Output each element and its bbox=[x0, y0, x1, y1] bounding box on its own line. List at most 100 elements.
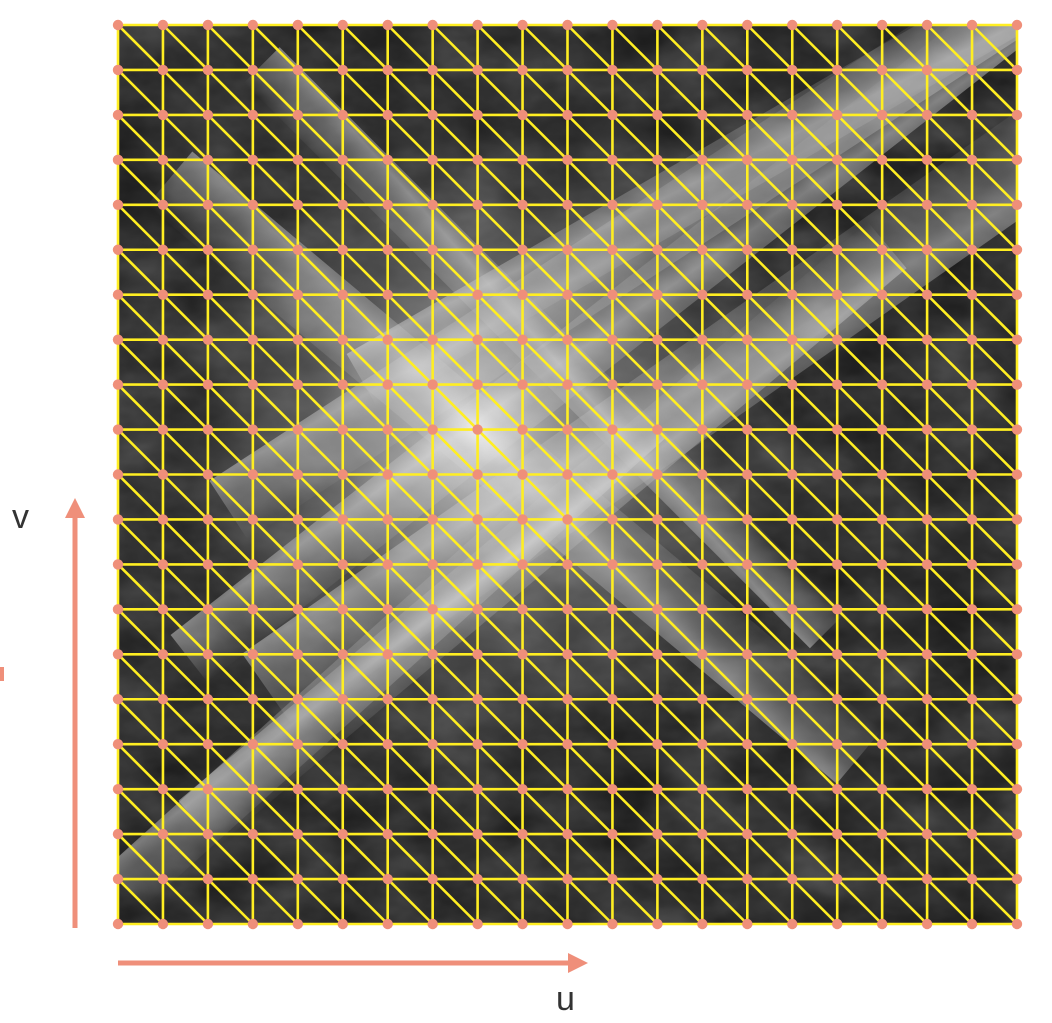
mesh-vertex bbox=[607, 424, 618, 435]
mesh-vertex bbox=[112, 154, 124, 166]
mesh-edge-diagonal bbox=[656, 563, 704, 611]
mesh-vertex bbox=[247, 514, 259, 525]
mesh-vertex bbox=[382, 828, 393, 840]
mesh-edge-diagonal bbox=[117, 608, 164, 656]
mesh-edge-diagonal bbox=[656, 518, 704, 566]
mesh-edge-diagonal bbox=[971, 293, 1018, 341]
mesh-edge-diagonal bbox=[476, 203, 524, 251]
mesh-vertex bbox=[1011, 918, 1023, 930]
mesh-vertex bbox=[472, 469, 483, 480]
mesh-vertex bbox=[382, 604, 393, 615]
mesh-vertex bbox=[1011, 379, 1023, 390]
mesh-edge-diagonal bbox=[206, 428, 254, 476]
mesh-vertex bbox=[921, 424, 933, 435]
mesh-vertex bbox=[697, 873, 708, 885]
mesh-edge-diagonal bbox=[746, 293, 794, 341]
mesh-edge-diagonal bbox=[341, 653, 389, 701]
mesh-vertex bbox=[337, 918, 348, 930]
mesh-vertex bbox=[966, 154, 978, 166]
mesh-vertex bbox=[876, 739, 888, 750]
mesh-vertex bbox=[562, 334, 573, 345]
mesh-edge-diagonal bbox=[611, 69, 659, 116]
mesh-vertex bbox=[607, 828, 618, 840]
mesh-vertex bbox=[652, 64, 663, 76]
mesh-edge-diagonal bbox=[926, 338, 973, 386]
mesh-edge-diagonal bbox=[341, 24, 389, 71]
mesh-edge-diagonal bbox=[746, 383, 794, 431]
mesh-edge-diagonal bbox=[206, 383, 254, 431]
mesh-edge-diagonal bbox=[926, 833, 973, 880]
mesh-vertex bbox=[157, 783, 169, 795]
mesh-edge-diagonal bbox=[341, 428, 389, 476]
mesh-vertex bbox=[832, 199, 843, 210]
mesh-edge-diagonal bbox=[926, 24, 973, 71]
mesh-vertex bbox=[921, 334, 933, 345]
mesh-vertex bbox=[517, 649, 528, 660]
mesh-vertex bbox=[921, 109, 933, 121]
mesh-edge-diagonal bbox=[296, 833, 344, 880]
mesh-edge-diagonal bbox=[836, 833, 884, 880]
mesh-vertex bbox=[652, 289, 663, 300]
mesh-vertex bbox=[921, 783, 933, 795]
mesh-vertex bbox=[112, 604, 124, 615]
mesh-edge-diagonal bbox=[836, 113, 884, 161]
mesh-vertex bbox=[202, 828, 214, 840]
mesh-vertex bbox=[202, 424, 214, 435]
mesh-edge-diagonal bbox=[566, 338, 614, 386]
mesh-edge-diagonal bbox=[701, 248, 749, 296]
mesh-edge-diagonal bbox=[926, 158, 973, 206]
mesh-vertex bbox=[292, 289, 303, 300]
mesh-edge-diagonal bbox=[162, 248, 209, 296]
mesh-edge-diagonal bbox=[117, 158, 164, 206]
mesh-edge-diagonal bbox=[162, 338, 209, 386]
mesh-edge-diagonal bbox=[566, 608, 614, 656]
mesh-vertex bbox=[652, 649, 663, 660]
mesh-vertex bbox=[337, 873, 348, 885]
u-axis-arrow bbox=[118, 953, 588, 973]
mesh-edge-diagonal bbox=[611, 158, 659, 206]
mesh-vertex bbox=[202, 379, 214, 390]
mesh-vertex bbox=[607, 244, 618, 255]
mesh-edge-diagonal bbox=[206, 698, 254, 746]
mesh-vertex bbox=[876, 154, 888, 166]
mesh-edge-diagonal bbox=[296, 788, 344, 836]
mesh-edge-diagonal bbox=[251, 473, 299, 521]
mesh-edge-diagonal bbox=[386, 608, 434, 656]
mesh-edge-diagonal bbox=[746, 518, 794, 566]
mesh-edge-diagonal bbox=[611, 293, 659, 341]
mesh-edge-diagonal bbox=[521, 338, 569, 386]
mesh-vertex bbox=[921, 244, 933, 255]
mesh-edge-diagonal bbox=[836, 338, 884, 386]
mesh-vertex bbox=[292, 604, 303, 615]
mesh-edge-diagonal bbox=[971, 203, 1018, 251]
mesh-vertex bbox=[652, 739, 663, 750]
mesh-vertex bbox=[472, 289, 483, 300]
mesh-vertex bbox=[427, 379, 438, 390]
mesh-vertex bbox=[921, 694, 933, 705]
mesh-edge-diagonal bbox=[701, 833, 749, 880]
mesh-edge-diagonal bbox=[881, 24, 929, 71]
mesh-vertex bbox=[472, 783, 483, 795]
mesh-vertex bbox=[742, 154, 753, 166]
mesh-vertex bbox=[292, 379, 303, 390]
mesh-vertex bbox=[562, 289, 573, 300]
mesh-edge-diagonal bbox=[746, 248, 794, 296]
mesh-vertex bbox=[697, 828, 708, 840]
mesh-vertex bbox=[517, 739, 528, 750]
mesh-vertex bbox=[157, 154, 169, 166]
mesh-edge-diagonal bbox=[162, 563, 209, 611]
mesh-vertex bbox=[832, 828, 843, 840]
mesh-vertex bbox=[607, 918, 618, 930]
mesh-vertex bbox=[966, 604, 978, 615]
mesh-vertex bbox=[742, 109, 753, 121]
mesh-vertex bbox=[966, 739, 978, 750]
mesh-edge-diagonal bbox=[971, 833, 1018, 880]
mesh-vertex bbox=[382, 783, 393, 795]
mesh-vertex bbox=[966, 873, 978, 885]
mesh-edge-diagonal bbox=[521, 24, 569, 71]
mesh-vertex bbox=[787, 19, 798, 31]
mesh-edge-diagonal bbox=[162, 698, 209, 746]
mesh-vertex bbox=[202, 289, 214, 300]
mesh-edge-diagonal bbox=[746, 563, 794, 611]
mesh-edge-diagonal bbox=[701, 69, 749, 116]
